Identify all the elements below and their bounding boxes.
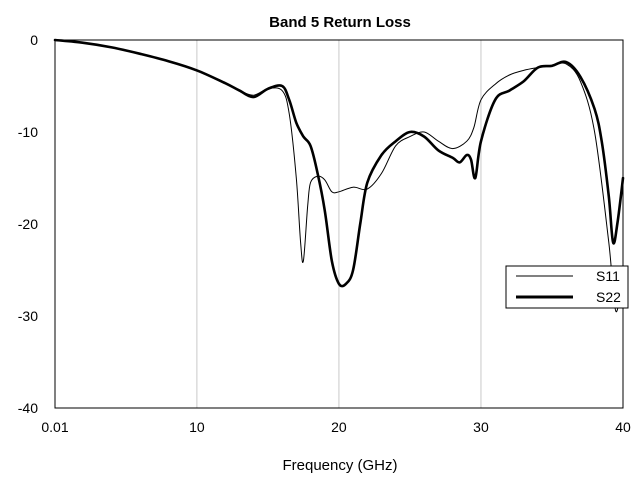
y-tick-label: -30 [18, 308, 38, 324]
y-tick-label: 0 [30, 32, 38, 48]
x-tick-label: 10 [189, 419, 205, 435]
tick-labels: 0.01 10 20 30 40 0 -10 -20 -30 -40 [18, 32, 631, 435]
series-line-s22 [53, 38, 625, 288]
legend-box [505, 265, 629, 309]
legend-label-s22: S22 [596, 289, 621, 305]
x-tick-label: 30 [473, 419, 489, 435]
grid-lines [196, 40, 482, 408]
x-tick-label: 0.01 [41, 419, 68, 435]
x-tick-label: 20 [331, 419, 347, 435]
y-tick-label: -20 [18, 216, 38, 232]
plot-frame [54, 39, 624, 409]
y-tick-label: -10 [18, 124, 38, 140]
legend-label-s11: S11 [596, 268, 620, 284]
chart-title: Band 5 Return Loss [269, 14, 411, 31]
series-lines [53, 38, 625, 312]
legend: S11 S22 [505, 265, 629, 309]
x-axis-label: Frequency (GHz) [282, 457, 397, 474]
x-tick-label: 40 [615, 419, 631, 435]
y-tick-label: -40 [18, 400, 38, 416]
